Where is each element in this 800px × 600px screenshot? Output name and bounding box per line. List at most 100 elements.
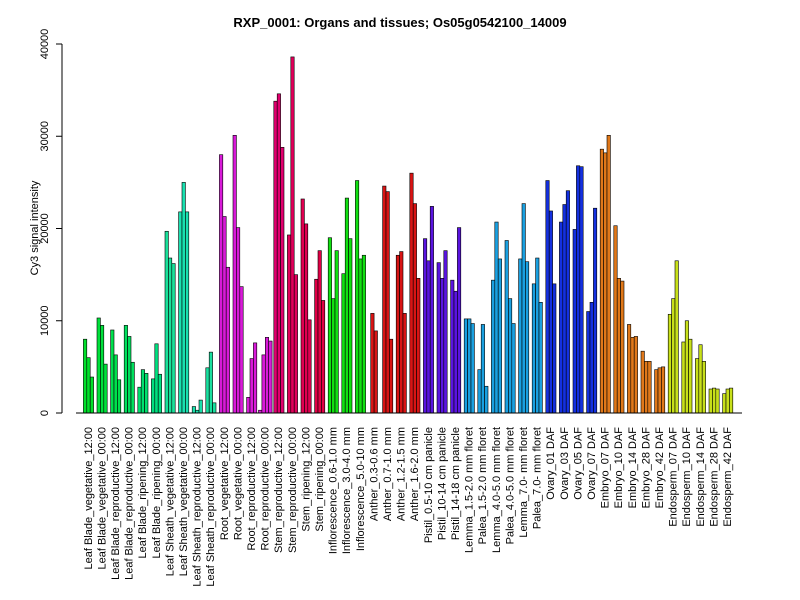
x-tick-label: Ovary_05 DAF xyxy=(572,427,584,500)
bar xyxy=(113,354,118,414)
bar xyxy=(518,258,523,414)
bar xyxy=(674,260,679,414)
bar xyxy=(450,279,455,414)
bar xyxy=(426,260,431,414)
bar xyxy=(264,337,269,414)
bar xyxy=(667,313,672,414)
bar xyxy=(593,207,598,414)
x-tick-label: Leaf Sheath_vegetative_12:00 xyxy=(164,427,176,576)
bar xyxy=(521,203,526,414)
x-tick-label: Inflorescence_0.6-1.0 mm xyxy=(328,427,340,554)
bar xyxy=(395,254,400,414)
bar xyxy=(470,323,475,414)
bar xyxy=(236,227,241,414)
bar xyxy=(616,278,621,414)
bar xyxy=(370,313,375,414)
bar xyxy=(355,180,360,414)
bar xyxy=(725,388,730,414)
bar xyxy=(382,185,387,414)
bar xyxy=(198,399,203,414)
bar xyxy=(151,378,156,414)
x-tick-label: Inflorescence_3.0-4.0 mm xyxy=(341,427,353,554)
x-tick-label: Stem_reproductive_00:00 xyxy=(287,427,299,553)
x-tick-label: Embryo_14 DAF xyxy=(627,427,639,509)
x-tick-label: Root_reproductive_00:00 xyxy=(260,427,272,551)
bar xyxy=(205,367,210,414)
bar xyxy=(671,298,676,414)
bar xyxy=(443,250,448,414)
bar xyxy=(261,354,266,414)
chart-title: RXP_0001: Organs and tissues; Os05g05421… xyxy=(233,15,566,30)
x-tick-label: Embryo_10 DAF xyxy=(613,427,625,509)
bar xyxy=(154,343,159,414)
bar xyxy=(341,273,346,414)
bar xyxy=(579,166,584,414)
bar xyxy=(373,330,378,414)
bar xyxy=(695,358,700,414)
x-tick-label: Endosperm_42 DAF xyxy=(722,427,734,527)
bar xyxy=(110,329,115,414)
x-tick-label: Stem_reproductive_12:00 xyxy=(273,427,285,553)
bar xyxy=(562,204,567,414)
bar xyxy=(463,318,468,414)
bar xyxy=(552,283,557,414)
bar xyxy=(171,263,176,414)
x-tick-label: Embryo_42 DAF xyxy=(654,427,666,509)
x-tick-label: Leaf Blade_ripening_00:00 xyxy=(151,427,163,559)
bar xyxy=(317,250,322,414)
x-tick-label: Lemma_1.5-2.0 mm floret xyxy=(464,427,476,553)
bar xyxy=(684,320,689,414)
bar xyxy=(344,197,349,414)
x-tick-label: Endosperm_14 DAF xyxy=(695,427,707,527)
bar xyxy=(511,323,516,414)
bar xyxy=(681,341,686,414)
bar xyxy=(268,340,273,414)
bar xyxy=(117,379,122,414)
x-tick-label: Palea_4.0-5.0 mm floret xyxy=(504,427,516,544)
bar xyxy=(531,283,536,414)
bar xyxy=(620,280,625,414)
bar xyxy=(307,319,312,414)
bar xyxy=(348,238,353,414)
x-tick-labels: Leaf Blade_vegetative_12:00 Leaf Blade_ve… xyxy=(83,427,734,587)
y-axis-label: Cy3 signal intensity xyxy=(29,180,41,275)
bar xyxy=(287,234,292,414)
bar xyxy=(293,274,298,414)
x-tick-label: Anther_1.2-1.5 mm xyxy=(396,427,408,521)
bar xyxy=(436,262,441,414)
x-tick-label: Endosperm_07 DAF xyxy=(668,427,680,527)
bar xyxy=(423,238,428,414)
bar xyxy=(232,135,237,414)
bar xyxy=(698,344,703,414)
x-tick-label: Leaf Sheath_reproductive_12:00 xyxy=(192,427,204,587)
bar xyxy=(535,257,540,414)
x-tick-label: Lemma_7.0- mm floret xyxy=(518,427,530,538)
bar xyxy=(640,350,645,414)
bar xyxy=(280,147,285,414)
bar xyxy=(644,361,649,414)
x-tick-label: Ovary_01 DAF xyxy=(545,427,557,500)
x-tick-label: Stem_ripening_00:00 xyxy=(314,427,326,532)
bar xyxy=(480,324,485,414)
bar xyxy=(576,165,581,414)
bar xyxy=(548,210,553,414)
x-tick-label: Embryo_07 DAF xyxy=(600,427,612,509)
y-tick-label: 0 xyxy=(39,410,51,416)
bar xyxy=(249,358,254,414)
bar xyxy=(416,278,421,414)
bar xyxy=(494,221,499,414)
bar xyxy=(701,361,706,414)
bar xyxy=(83,338,88,414)
bar xyxy=(89,376,94,414)
bar xyxy=(253,342,258,414)
bar xyxy=(178,211,183,414)
x-tick-label: Leaf Blade_ripening_12:00 xyxy=(137,427,149,559)
bar xyxy=(599,148,604,414)
x-tick-label: Endosperm_28 DAF xyxy=(708,427,720,527)
bar xyxy=(657,367,662,414)
bar xyxy=(123,325,128,414)
bar xyxy=(331,298,336,414)
bar xyxy=(144,373,149,414)
bar xyxy=(603,152,608,414)
